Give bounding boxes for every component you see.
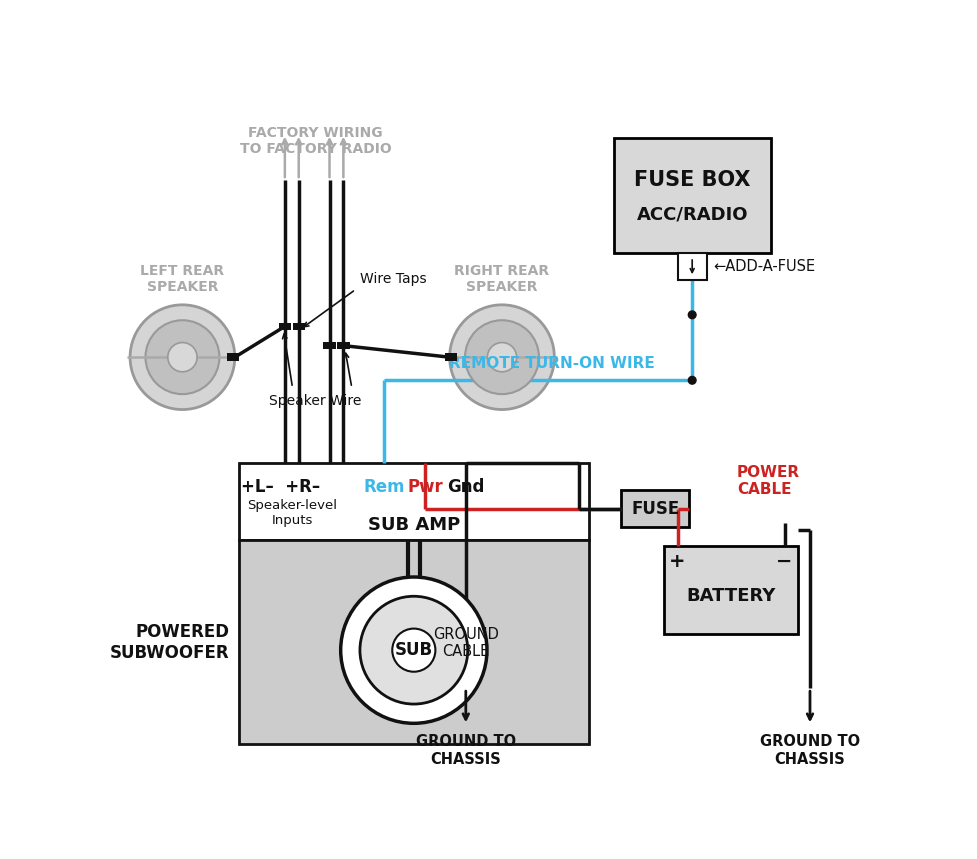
Bar	[323, 342, 335, 350]
Bar	[620, 490, 689, 527]
Circle shape	[360, 596, 467, 704]
Text: +L–  +R–: +L– +R–	[241, 478, 320, 496]
Bar	[278, 322, 291, 330]
Bar	[445, 353, 457, 361]
Bar	[613, 137, 771, 253]
Circle shape	[340, 577, 487, 723]
Text: POWER
CABLE: POWER CABLE	[736, 465, 799, 497]
Text: SUB AMP: SUB AMP	[367, 516, 459, 534]
Text: REMOTE TURN-ON WIRE: REMOTE TURN-ON WIRE	[448, 356, 655, 371]
Text: GROUND TO
CHASSIS: GROUND TO CHASSIS	[759, 734, 859, 767]
Text: −: −	[776, 551, 792, 570]
Text: FUSE: FUSE	[630, 500, 679, 518]
Bar	[238, 540, 588, 745]
Circle shape	[168, 343, 197, 372]
Circle shape	[487, 343, 516, 372]
Text: ←ADD-A-FUSE: ←ADD-A-FUSE	[713, 259, 815, 274]
Circle shape	[146, 320, 219, 394]
Text: FUSE BOX: FUSE BOX	[634, 170, 750, 190]
Bar	[238, 464, 588, 540]
Text: Gnd: Gnd	[446, 478, 484, 496]
Text: SUB: SUB	[395, 641, 433, 659]
Text: GROUND
CABLE: GROUND CABLE	[433, 627, 498, 659]
Text: LEFT REAR
SPEAKER: LEFT REAR SPEAKER	[141, 264, 225, 294]
Text: BATTERY: BATTERY	[686, 587, 775, 605]
Text: RIGHT REAR
SPEAKER: RIGHT REAR SPEAKER	[454, 264, 549, 294]
Bar	[292, 322, 305, 330]
Text: Wire Taps: Wire Taps	[360, 272, 426, 286]
Text: ACC/RADIO: ACC/RADIO	[636, 205, 747, 223]
Circle shape	[688, 311, 696, 319]
Bar	[227, 353, 239, 361]
Circle shape	[449, 305, 554, 410]
Text: Rem: Rem	[363, 478, 404, 496]
Circle shape	[392, 629, 435, 672]
Text: POWERED
SUBWOOFER: POWERED SUBWOOFER	[109, 623, 230, 662]
Bar	[677, 253, 706, 280]
Text: Speaker-level
Inputs: Speaker-level Inputs	[247, 499, 337, 527]
Circle shape	[464, 320, 538, 394]
Text: Speaker Wire: Speaker Wire	[270, 394, 361, 408]
Text: FACTORY WIRING
TO FACTORY RADIO: FACTORY WIRING TO FACTORY RADIO	[239, 126, 391, 156]
Bar	[663, 545, 797, 635]
Circle shape	[688, 376, 696, 384]
Circle shape	[130, 305, 234, 410]
Text: Pwr: Pwr	[406, 478, 443, 496]
Bar	[337, 342, 349, 350]
Text: +: +	[668, 551, 685, 570]
Text: GROUND TO
CHASSIS: GROUND TO CHASSIS	[415, 734, 515, 767]
